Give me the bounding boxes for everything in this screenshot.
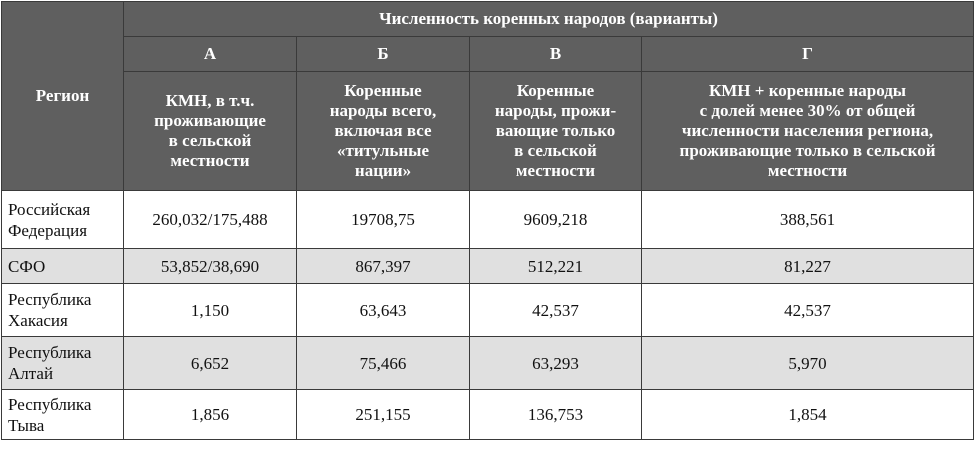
desc-line: местности <box>515 161 596 180</box>
desc-line: народы, прожи- <box>494 101 617 120</box>
value-cell-a: 1,150 <box>123 283 297 337</box>
desc-line: Коренные <box>344 81 422 100</box>
desc-line: КМН, в т.ч. <box>165 91 255 110</box>
value-cell-b: 251,155 <box>296 389 470 440</box>
table-row: СФО 53,852/38,690 867,397 512,221 81,227 <box>1 248 974 284</box>
variant-a-letter: А <box>123 36 297 72</box>
desc-line: местности <box>170 151 250 170</box>
desc-line: нации» <box>354 161 412 180</box>
region-line: Хакасия <box>8 311 68 330</box>
variant-v-description: Коренные народы, прожи- вающие только в … <box>469 71 642 191</box>
value-cell-g: 42,537 <box>640 283 974 337</box>
value-cell-g: 81,227 <box>640 248 974 284</box>
desc-line: «титульные <box>337 141 429 160</box>
variant-g-letter: Г <box>640 36 974 72</box>
value-cell-v: 63,293 <box>469 336 642 390</box>
value-cell-g: 1,854 <box>640 389 974 440</box>
desc-line: народы всего, <box>329 101 437 120</box>
value-cell-g: 5,970 <box>640 336 974 390</box>
desc-line: с долей менее 30% от общей <box>699 101 916 120</box>
table-row: Республика Хакасия 1,150 63,643 42,537 4… <box>1 283 974 337</box>
region-cell: Республика Хакасия <box>1 283 124 337</box>
region-line: Республика <box>8 290 92 309</box>
region-cell: Республика Алтай <box>1 336 124 390</box>
desc-line: проживающие только в сельской <box>679 141 936 160</box>
table-row: Российская Федерация 260,032/175,488 197… <box>1 190 974 249</box>
region-cell: Российская Федерация <box>1 190 124 249</box>
value-cell-g: 388,561 <box>640 190 974 249</box>
value-cell-a: 260,032/175,488 <box>123 190 297 249</box>
variant-a-description: КМН, в т.ч. проживающие в сельской местн… <box>123 71 297 191</box>
population-table: Регион Численность коренных народов (вар… <box>1 1 974 440</box>
desc-line: включая все <box>334 121 432 140</box>
region-line: Алтай <box>8 364 54 383</box>
variants-group-title: Численность коренных народов (варианты) <box>122 1 974 37</box>
value-cell-v: 512,221 <box>469 248 642 284</box>
variant-v-letter: В <box>469 36 642 72</box>
desc-line: местности <box>767 161 848 180</box>
desc-line: вающие только <box>495 121 616 140</box>
region-line: Республика <box>8 394 92 414</box>
value-cell-a: 6,652 <box>123 336 297 390</box>
region-line: СФО <box>8 256 46 276</box>
variant-b-description: Коренные народы всего, включая все «титу… <box>296 71 470 191</box>
region-line: Республика <box>8 343 92 362</box>
region-line: Федерация <box>8 220 88 240</box>
variant-g-description: КМН + коренные народы с долей менее 30% … <box>640 71 974 191</box>
variant-b-letter: Б <box>296 36 470 72</box>
table-row: Республика Алтай 6,652 75,466 63,293 5,9… <box>1 336 974 390</box>
value-cell-a: 1,856 <box>123 389 297 440</box>
region-line: Российская <box>8 199 91 219</box>
region-cell: СФО <box>1 248 124 284</box>
desc-line: проживающие <box>154 111 266 130</box>
region-line: Тыва <box>8 415 45 435</box>
desc-line: Коренные <box>516 81 595 100</box>
desc-line: в сельской <box>168 131 252 150</box>
value-cell-b: 75,466 <box>296 336 470 390</box>
value-cell-v: 136,753 <box>469 389 642 440</box>
desc-line: КМН + коренные народы <box>708 81 907 100</box>
table-row: Республика Тыва 1,856 251,155 136,753 1,… <box>1 389 974 440</box>
desc-line: в сельской <box>514 141 597 160</box>
region-column-header: Регион <box>1 1 124 191</box>
value-cell-b: 19708,75 <box>296 190 470 249</box>
region-cell: Республика Тыва <box>1 389 124 440</box>
value-cell-b: 63,643 <box>296 283 470 337</box>
desc-line: численности населения региона, <box>681 121 934 140</box>
value-cell-b: 867,397 <box>296 248 470 284</box>
value-cell-a: 53,852/38,690 <box>123 248 297 284</box>
value-cell-v: 9609,218 <box>469 190 642 249</box>
value-cell-v: 42,537 <box>469 283 642 337</box>
